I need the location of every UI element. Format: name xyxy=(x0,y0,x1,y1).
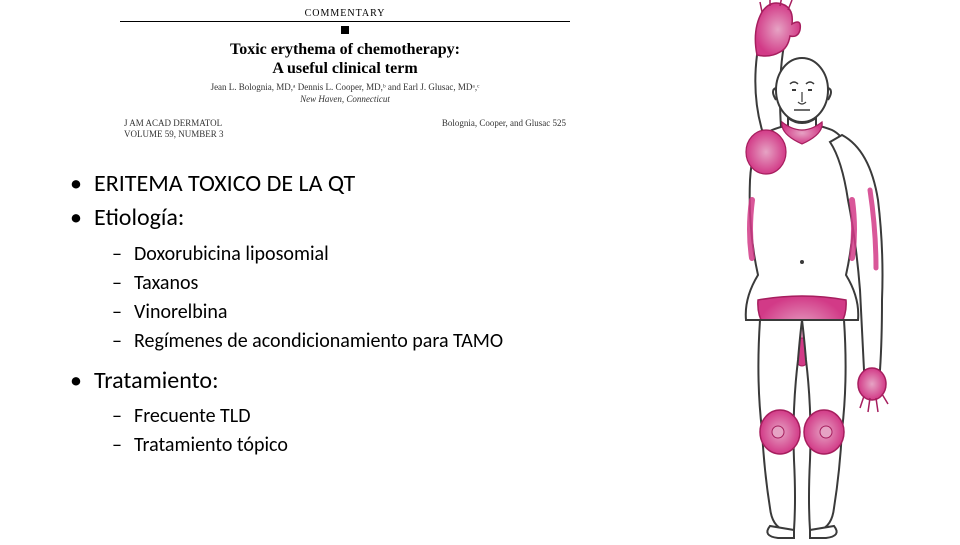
citation-authors: Jean L. Bolognia, MD,ᵃ Dennis L. Cooper,… xyxy=(120,82,570,92)
citation-header: COMMENTARY Toxic erythema of chemotherap… xyxy=(120,8,570,140)
sub-bullet-list: Frecuente TLD Tratamiento tópico xyxy=(94,403,570,459)
sub-bullet-item: Frecuente TLD xyxy=(134,403,570,430)
bullet-item: Etiología: Doxorubicina liposomial Taxan… xyxy=(94,202,570,354)
sub-bullet-item: Regímenes de acondicionamiento para TAMO xyxy=(134,328,570,355)
bullet-item: ERITEMA TOXICO DE LA QT xyxy=(94,168,570,200)
citation-pageref: Bolognia, Cooper, and Glusac 525 xyxy=(442,118,566,140)
citation-title-line2: A useful clinical term xyxy=(272,60,417,77)
bullet-list: ERITEMA TOXICO DE LA QT Etiología: Doxor… xyxy=(70,168,570,459)
body-svg xyxy=(602,0,942,540)
citation-location: New Haven, Connecticut xyxy=(120,94,570,104)
sub-bullet-item: Tratamiento tópico xyxy=(134,432,570,459)
citation-rule xyxy=(120,21,570,22)
sub-bullet-item: Vinorelbina xyxy=(134,299,570,326)
sub-bullet-list: Doxorubicina liposomial Taxanos Vinorelb… xyxy=(94,241,570,355)
bullet-item: Tratamiento: Frecuente TLD Tratamiento t… xyxy=(94,365,570,459)
citation-square-ornament xyxy=(341,26,349,34)
slide-content: ERITEMA TOXICO DE LA QT Etiología: Doxor… xyxy=(70,168,570,469)
citation-title: Toxic erythema of chemotherapy: A useful… xyxy=(120,40,570,78)
citation-title-line1: Toxic erythema of chemotherapy: xyxy=(230,41,460,58)
citation-kicker: COMMENTARY xyxy=(120,8,570,19)
sub-bullet-item: Taxanos xyxy=(134,270,570,297)
citation-journal: J AM ACAD DERMATOL VOLUME 59, NUMBER 3 xyxy=(124,118,224,140)
sub-bullet-item: Doxorubicina liposomial xyxy=(134,241,570,268)
citation-footer: J AM ACAD DERMATOL VOLUME 59, NUMBER 3 B… xyxy=(120,118,570,140)
body-diagram xyxy=(602,0,942,540)
